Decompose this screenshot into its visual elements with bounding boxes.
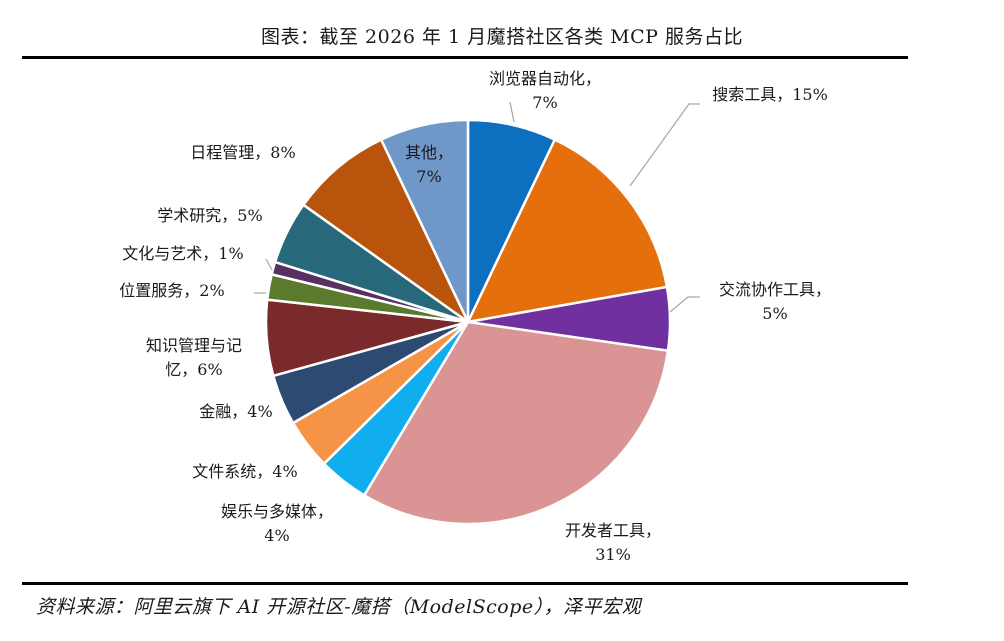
slice-label-6: 文件系统，4% bbox=[192, 462, 297, 481]
slice-label-5: 娱乐与多媒体， 4% bbox=[221, 502, 333, 545]
slice-label-3: 交流协作工具， 5% bbox=[719, 280, 831, 323]
chart-title: 图表：截至 2026 年 1 月魔搭社区各类 MCP 服务占比 bbox=[261, 26, 743, 48]
slice-label-line: 金融，4% bbox=[199, 402, 272, 421]
slice-label-line: 其他， bbox=[405, 143, 453, 162]
slice-label-9: 位置服务，2% bbox=[119, 281, 224, 300]
slice-label-line: 5% bbox=[762, 304, 787, 323]
slice-label-line: 31% bbox=[595, 545, 631, 564]
slice-label-line: 忆，6% bbox=[165, 360, 222, 379]
slice-label-line: 娱乐与多媒体， bbox=[221, 502, 333, 521]
slice-label-line: 位置服务，2% bbox=[119, 281, 224, 300]
pie-slice-13 bbox=[379, 118, 470, 324]
slice-label-10: 文化与艺术，1% bbox=[122, 244, 243, 263]
slice-label-line: 知识管理与记 bbox=[146, 336, 242, 355]
slice-label-line: 7% bbox=[416, 167, 441, 186]
leader-line-2 bbox=[629, 103, 700, 187]
slice-label-line: 文件系统，4% bbox=[192, 462, 297, 481]
slice-label-11: 学术研究，5% bbox=[157, 206, 262, 225]
slice-label-1: 浏览器自动化， 7% bbox=[489, 69, 601, 112]
slice-label-2: 搜索工具，15% bbox=[712, 85, 828, 104]
slice-label-line: 浏览器自动化， bbox=[489, 69, 601, 88]
slice-label-8: 知识管理与记忆，6% bbox=[146, 336, 242, 379]
pie-slice-2 bbox=[466, 138, 669, 324]
slice-label-line: 学术研究，5% bbox=[157, 206, 262, 225]
slice-label-7: 金融，4% bbox=[199, 402, 272, 421]
leader-line-3 bbox=[669, 296, 700, 313]
slice-label-line: 搜索工具，15% bbox=[712, 85, 828, 104]
top-rule bbox=[22, 56, 908, 59]
slice-label-line: 7% bbox=[532, 93, 557, 112]
slice-label-4: 开发者工具， 31% bbox=[565, 521, 661, 564]
pie-slice-4 bbox=[362, 320, 670, 526]
slice-label-line: 日程管理，8% bbox=[190, 143, 295, 162]
slice-label-line: 开发者工具， bbox=[565, 521, 661, 540]
bottom-rule bbox=[22, 582, 908, 585]
leader-line-1 bbox=[509, 101, 515, 123]
slice-label-12: 日程管理，8% bbox=[190, 143, 295, 162]
slice-label-13: 其他， 7% bbox=[405, 143, 453, 186]
slice-label-line: 4% bbox=[264, 526, 289, 545]
slice-label-line: 交流协作工具， bbox=[719, 280, 831, 299]
pie-slice-12 bbox=[302, 138, 470, 324]
leader-line-10 bbox=[265, 258, 273, 271]
slice-label-line: 文化与艺术，1% bbox=[122, 244, 243, 263]
source-note: 资料来源：阿里云旗下 AI 开源社区-魔搭（ModelScope），泽平宏观 bbox=[36, 596, 642, 618]
